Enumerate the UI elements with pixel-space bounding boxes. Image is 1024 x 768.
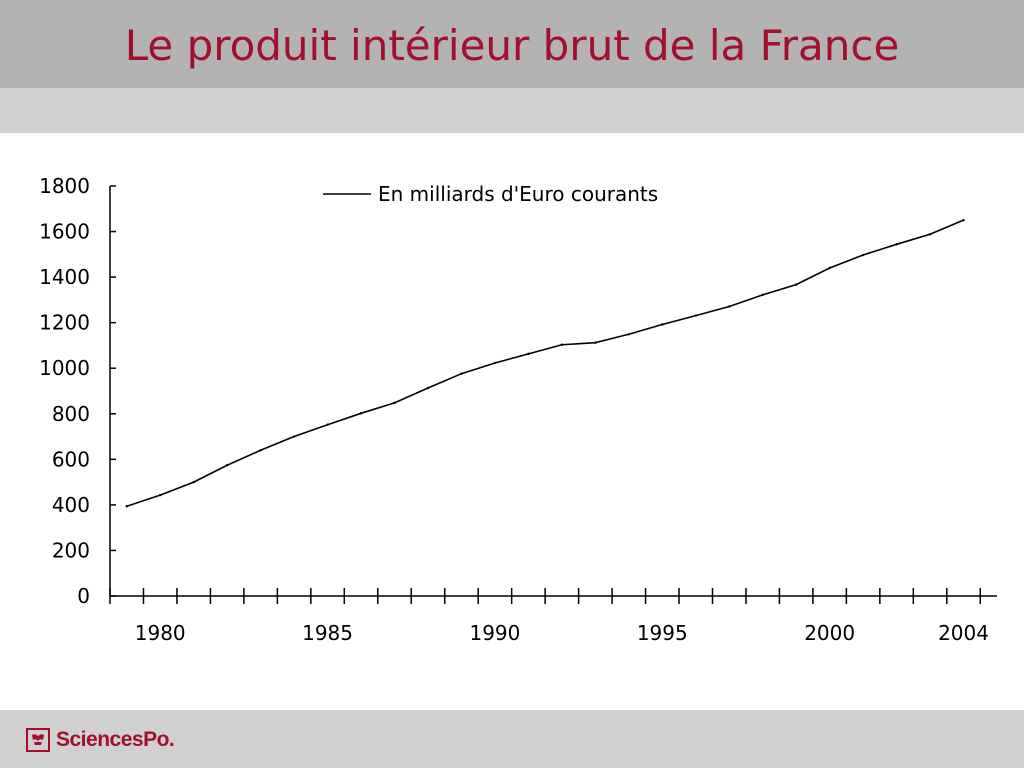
sciencespo-emblem-icon <box>26 728 50 752</box>
footer-band <box>0 710 1024 768</box>
data-point <box>292 435 296 438</box>
y-tick-label: 0 <box>77 584 90 608</box>
y-tick-label: 1400 <box>39 265 90 289</box>
x-tick-label: 1985 <box>302 621 353 645</box>
data-point <box>460 372 463 375</box>
data-point <box>125 505 128 508</box>
sciencespo-logo: SciencesPo. <box>26 726 175 754</box>
data-point <box>694 314 697 317</box>
data-point <box>225 464 229 467</box>
data-point <box>794 283 798 286</box>
data-point <box>326 423 329 426</box>
data-point <box>861 253 865 257</box>
data-point <box>259 449 262 452</box>
data-point <box>928 233 932 236</box>
data-point <box>527 352 530 356</box>
subheader-band <box>0 88 1024 133</box>
data-point <box>393 401 396 405</box>
data-point <box>359 412 363 415</box>
data-point <box>159 493 162 497</box>
x-tick-label: 1980 <box>135 621 186 645</box>
data-point <box>728 305 731 308</box>
data-point <box>560 343 564 346</box>
y-tick-label: 800 <box>52 402 90 426</box>
data-point <box>962 218 965 222</box>
x-tick-label: 1995 <box>637 621 688 645</box>
header-band <box>0 0 1024 88</box>
x-tick-label: 2004 <box>938 621 989 645</box>
data-point <box>493 361 497 365</box>
data-point <box>627 333 631 336</box>
y-tick-label: 200 <box>52 538 90 562</box>
y-tick-label: 400 <box>52 493 90 517</box>
y-tick-label: 1800 <box>39 174 90 198</box>
x-tick-label: 1990 <box>469 621 520 645</box>
data-point <box>426 386 430 390</box>
y-tick-label: 600 <box>52 447 90 471</box>
legend-label: En milliards d'Euro courants <box>378 182 658 206</box>
x-tick-label: 2000 <box>804 621 855 645</box>
logo-text: SciencesPo. <box>56 728 175 751</box>
data-point <box>594 341 597 344</box>
data-point <box>828 266 831 270</box>
data-point <box>895 243 898 246</box>
data-point <box>761 293 764 297</box>
slide-title: Le produit intérieur brut de la France <box>124 21 900 70</box>
y-tick-label: 1600 <box>39 220 90 244</box>
series-line <box>126 219 964 508</box>
data-point <box>192 480 195 484</box>
data-point <box>661 323 664 326</box>
y-tick-label: 1000 <box>39 356 90 380</box>
y-tick-label: 1200 <box>39 311 90 335</box>
